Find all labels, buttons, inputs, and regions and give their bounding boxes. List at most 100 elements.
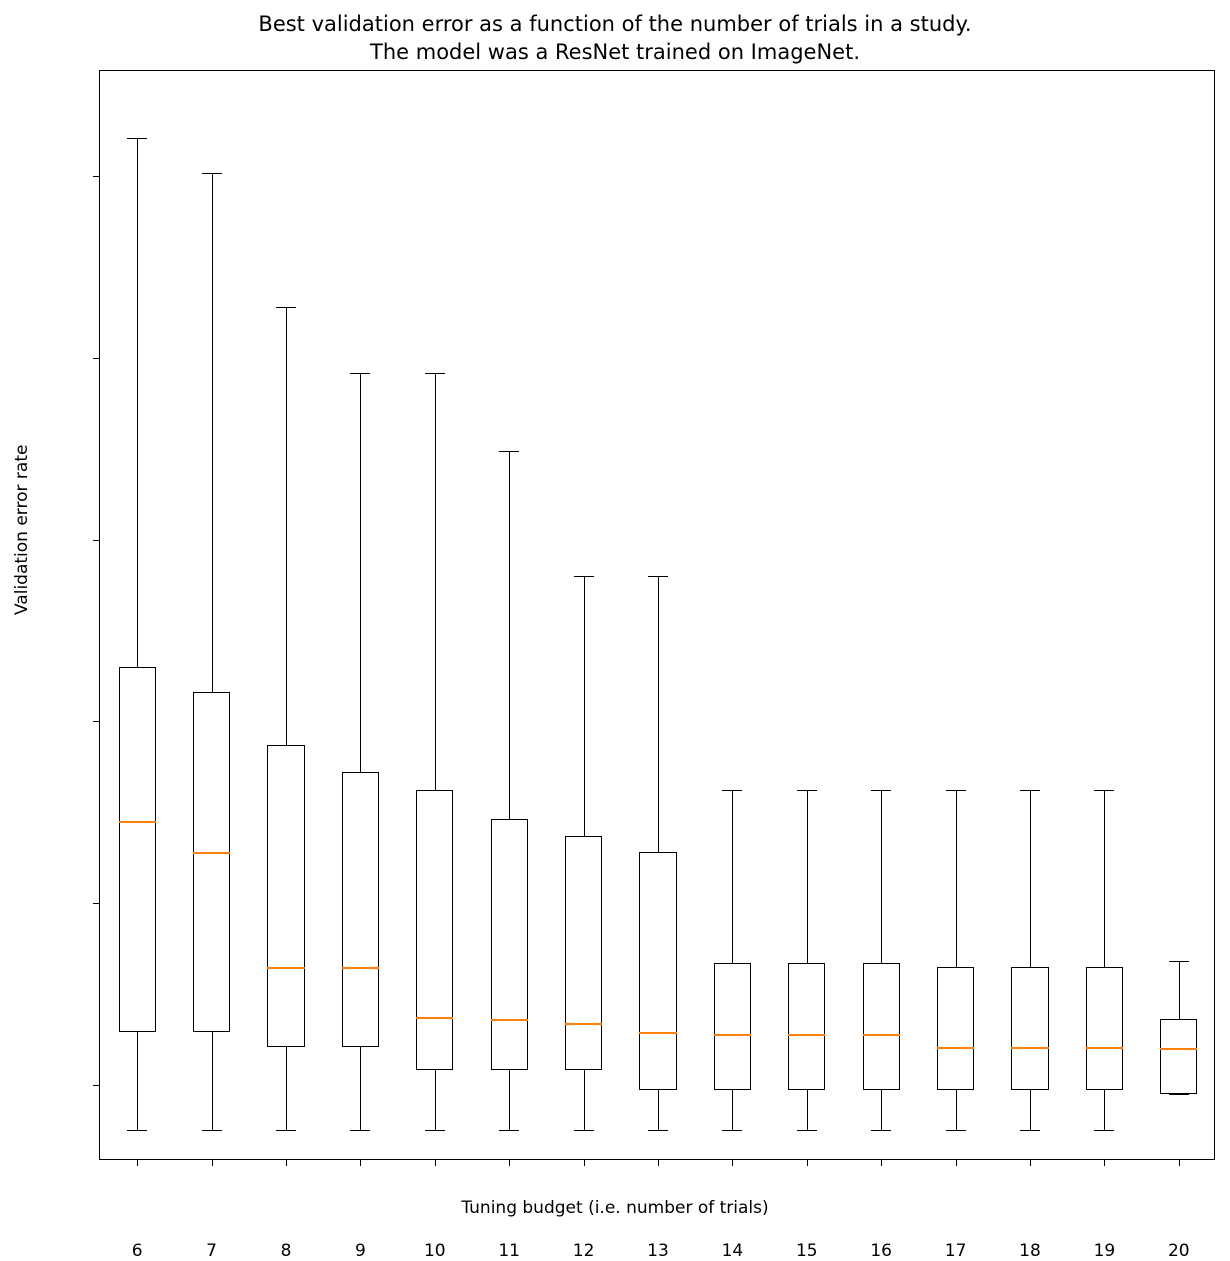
boxplot-group (100, 71, 1216, 1159)
whisker-upper (955, 790, 957, 967)
whisker-lower (732, 1090, 734, 1131)
y-axis-tick-mark (93, 721, 100, 723)
whisker-cap-lower (275, 1130, 297, 1132)
whisker-cap-lower (647, 1130, 669, 1132)
whisker-lower (434, 1070, 436, 1131)
chart-figure: Best validation error as a function of t… (12, 12, 1216, 1260)
x-axis-tick-label: 16 (870, 1241, 893, 1261)
boxplot-group (100, 71, 1216, 1159)
box-iqr (1085, 966, 1123, 1091)
whisker-lower (658, 1090, 659, 1131)
box-iqr (937, 966, 975, 1091)
whisker-cap-lower (871, 1130, 892, 1132)
whisker-upper (1030, 790, 1031, 967)
x-axis-tick-label: 17 (944, 1241, 967, 1261)
whisker-cap-upper (350, 372, 371, 374)
x-axis-tick-label: 14 (721, 1241, 744, 1261)
whisker-cap-upper (945, 790, 966, 792)
whisker-lower (583, 1070, 585, 1131)
box-iqr (565, 835, 603, 1071)
whisker-cap-upper (796, 790, 817, 792)
y-axis-label: Validation error rate (12, 444, 32, 615)
x-axis-tick-label: 13 (647, 1241, 669, 1261)
whisker-upper (1178, 961, 1180, 1020)
whisker-cap-upper (424, 372, 445, 374)
x-axis-tick-mark (1030, 1159, 1031, 1166)
box-iqr (267, 744, 305, 1047)
whisker-cap-lower (201, 1130, 222, 1132)
boxplot-group (100, 71, 1216, 1159)
boxplot-group (100, 71, 1216, 1159)
x-axis-tick-mark (434, 1159, 436, 1166)
median-line (118, 821, 156, 824)
whisker-cap-lower (424, 1130, 445, 1132)
box-iqr (416, 790, 454, 1071)
boxplot-group (100, 71, 1216, 1159)
box-iqr (490, 819, 528, 1071)
box-iqr (341, 772, 379, 1047)
whisker-cap-lower (722, 1130, 743, 1132)
whisker-upper (881, 790, 883, 963)
whisker-cap-lower (1019, 1130, 1041, 1132)
boxplot-group (100, 71, 1216, 1159)
x-axis-tick-mark (732, 1159, 734, 1166)
median-line (267, 966, 305, 969)
whisker-upper (137, 138, 139, 667)
whisker-lower (137, 1032, 139, 1131)
y-axis-tick-mark (93, 176, 100, 178)
x-axis-tick-label: 9 (354, 1241, 366, 1261)
boxplot-group (100, 71, 1216, 1159)
x-axis-tick-mark (360, 1159, 362, 1166)
x-axis-tick-mark (955, 1159, 957, 1166)
whisker-cap-upper (1168, 961, 1189, 963)
whisker-cap-lower (796, 1130, 817, 1132)
y-axis-tick-mark (93, 903, 100, 905)
median-line (193, 852, 231, 855)
x-axis-tick-mark (881, 1159, 883, 1166)
whisker-lower (955, 1090, 957, 1131)
box-iqr (788, 962, 826, 1091)
x-axis-tick-label: 19 (1093, 1241, 1116, 1261)
whisker-cap-upper (201, 172, 222, 174)
median-line (1160, 1048, 1198, 1051)
x-axis-label: Tuning budget (i.e. number of trials) (461, 1198, 769, 1218)
whisker-lower (509, 1070, 511, 1131)
x-axis-tick-mark (211, 1159, 213, 1166)
whisker-upper (509, 450, 511, 820)
y-axis-tick-mark (93, 1084, 100, 1086)
boxplot-group (100, 71, 1216, 1159)
box-iqr (862, 962, 900, 1091)
x-axis-tick-mark (286, 1159, 287, 1166)
plot-inner: 0.230.240.250.260.270.286789101112131415… (93, 71, 1216, 1260)
whisker-cap-upper (1019, 790, 1041, 792)
boxplot-group (100, 71, 1216, 1159)
box-iqr (193, 692, 231, 1032)
whisker-cap-upper (1094, 790, 1115, 792)
x-axis-tick-label: 7 (206, 1241, 218, 1261)
x-axis-tick-label: 6 (131, 1241, 143, 1261)
box-iqr (1011, 966, 1049, 1091)
whisker-lower (286, 1046, 287, 1131)
x-axis-tick-label: 10 (423, 1241, 446, 1261)
boxplot-group (100, 71, 1216, 1159)
whisker-lower (881, 1090, 883, 1131)
box-iqr (639, 852, 677, 1091)
median-line (788, 1033, 826, 1036)
median-line (1011, 1046, 1049, 1049)
x-axis-tick-mark (1178, 1159, 1180, 1166)
whisker-cap-lower (1168, 1093, 1189, 1095)
median-line (1085, 1046, 1123, 1049)
median-line (862, 1033, 900, 1036)
whisker-cap-lower (127, 1130, 148, 1132)
whisker-upper (360, 372, 362, 773)
whisker-lower (1030, 1090, 1031, 1131)
x-axis-tick-label: 20 (1167, 1241, 1190, 1261)
whisker-upper (658, 576, 659, 853)
y-axis-tick-mark (93, 358, 100, 360)
x-axis-tick-label: 8 (280, 1241, 292, 1261)
x-axis-tick-mark (658, 1159, 659, 1166)
whisker-lower (1104, 1090, 1106, 1131)
box-iqr (713, 962, 751, 1091)
median-line (713, 1033, 751, 1036)
whisker-upper (211, 172, 213, 693)
